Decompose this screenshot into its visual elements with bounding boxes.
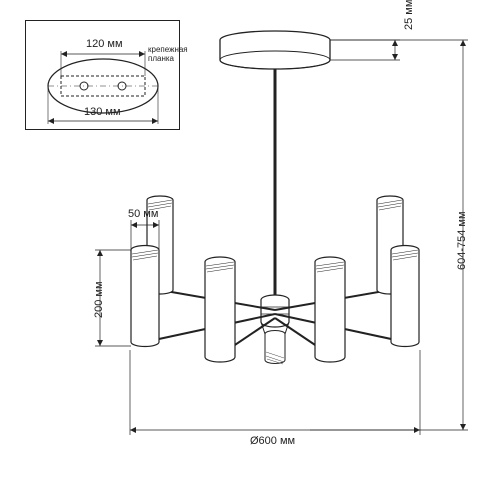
dim-diameter-label: Ø600 мм bbox=[250, 435, 295, 447]
dim-tubeh-label: 200 мм bbox=[93, 281, 105, 318]
dim-canopy-h bbox=[330, 40, 400, 60]
dim-canopy-label: 25 мм bbox=[403, 0, 415, 30]
canopy bbox=[220, 31, 330, 69]
dim-totalh-label: 604-754 мм bbox=[456, 211, 468, 270]
chandelier-drawing bbox=[0, 0, 500, 500]
hub bbox=[261, 295, 289, 364]
dim-tubew-label: 50 мм bbox=[128, 208, 158, 220]
